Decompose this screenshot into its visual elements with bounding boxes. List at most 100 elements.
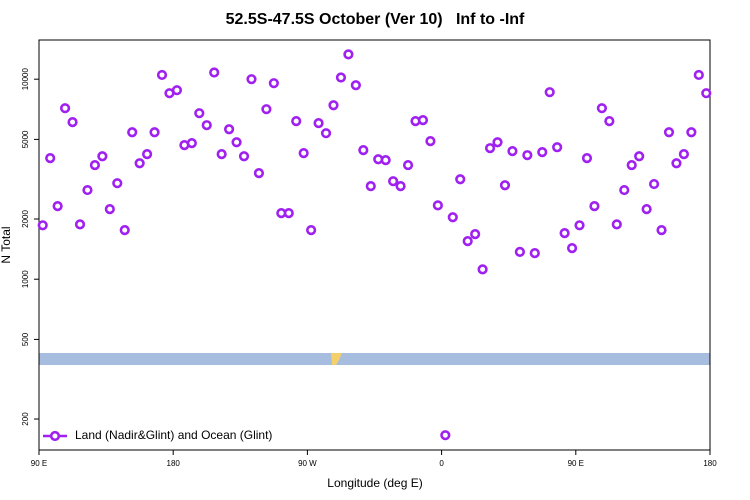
data-point [224, 124, 235, 135]
data-point [313, 118, 324, 129]
data-point [574, 220, 585, 231]
data-point [194, 108, 205, 119]
data-point [298, 148, 309, 159]
data-point [67, 117, 78, 128]
data-point [142, 149, 153, 160]
data-point [663, 127, 675, 138]
plot-frame [38, 39, 711, 451]
land-patch [331, 353, 342, 365]
data-point [82, 184, 93, 196]
data-point [388, 176, 399, 187]
data-point [395, 181, 406, 192]
data-point [477, 264, 488, 275]
data-point [641, 204, 652, 215]
x-tick-label: 90 E [31, 459, 47, 468]
data-point [231, 137, 242, 148]
data-point [156, 69, 168, 81]
y-axis-label: N Total [0, 226, 13, 263]
data-point [440, 430, 451, 441]
data-point [119, 224, 130, 236]
data-point [499, 180, 511, 191]
data-point [209, 67, 220, 78]
data-point [626, 159, 637, 171]
data-point [104, 204, 115, 215]
data-point [492, 137, 503, 148]
data-point [89, 159, 101, 171]
x-tick-label: 0 [439, 459, 444, 468]
x-axis-label: Longitude (deg E) [327, 476, 422, 490]
data-point [514, 246, 525, 257]
data-point [186, 138, 197, 149]
y-tick-label: 2000 [21, 210, 30, 228]
data-point [544, 87, 555, 98]
data-point [537, 146, 548, 158]
chart-title: 52.5S-47.5S October (Ver 10) Inf to -Inf [226, 11, 525, 28]
data-point [149, 127, 160, 138]
data-point [52, 201, 63, 212]
data-point [596, 103, 607, 114]
data-point [462, 236, 473, 247]
data-point [589, 201, 600, 212]
data-point [112, 178, 123, 189]
data-point [335, 72, 347, 83]
data-point [671, 158, 682, 169]
data-point [45, 153, 56, 164]
data-point [365, 181, 376, 192]
data-point [701, 88, 712, 99]
data-point [37, 220, 48, 231]
data-point [604, 116, 615, 127]
legend-marker [49, 430, 61, 442]
data-point [216, 149, 227, 160]
data-point [253, 168, 265, 179]
legend-label: Land (Nadir&Glint) and Ocean (Glint) [75, 428, 272, 442]
data-point [470, 229, 481, 240]
data-point [268, 78, 279, 89]
data-point [432, 200, 443, 211]
data-point [201, 120, 212, 131]
data-point [343, 49, 354, 60]
data-point [283, 208, 294, 219]
map-strip [39, 353, 710, 365]
data-point [97, 151, 108, 162]
x-tick-label: 180 [167, 459, 181, 468]
data-point [261, 104, 272, 115]
data-point [320, 128, 332, 139]
data-point [611, 219, 622, 230]
y-tick-label: 200 [21, 412, 30, 426]
data-point [447, 212, 458, 223]
data-point [522, 150, 533, 161]
data-point [74, 219, 86, 230]
data-point [127, 127, 138, 138]
data-point [686, 127, 697, 138]
data-point [171, 85, 183, 96]
data-point [328, 100, 339, 111]
data-point [693, 69, 704, 81]
data-point [619, 184, 630, 196]
data-point [380, 154, 391, 166]
data-point [455, 174, 466, 185]
data-point [507, 145, 518, 157]
x-tick-label: 180 [703, 459, 717, 468]
y-tick-label: 5000 [21, 130, 30, 148]
data-point [552, 142, 563, 153]
data-point [350, 80, 361, 91]
data-point [417, 115, 429, 126]
data-point [678, 149, 690, 160]
data-point [425, 136, 436, 147]
data-point [134, 158, 145, 169]
data-point [59, 103, 71, 114]
data-point [246, 74, 257, 85]
data-point [306, 224, 317, 236]
data-point [648, 178, 660, 190]
data-point [238, 151, 250, 162]
y-tick-label: 10000 [21, 68, 30, 91]
data-point [291, 116, 302, 127]
data-point [581, 153, 593, 164]
data-point [559, 228, 570, 239]
y-tick-label: 1000 [21, 270, 30, 288]
x-tick-label: 90 W [298, 459, 317, 468]
y-tick-label: 500 [21, 332, 30, 346]
data-point [402, 159, 414, 171]
data-point [484, 143, 496, 154]
